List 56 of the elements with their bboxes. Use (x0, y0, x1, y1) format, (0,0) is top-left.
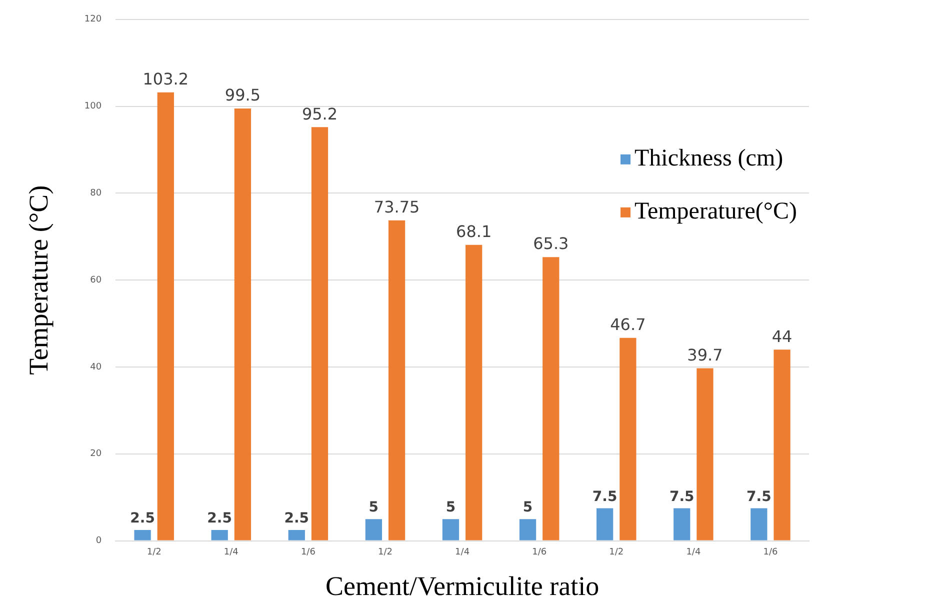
data-label: 65.3 (533, 234, 569, 254)
bar (542, 257, 560, 540)
y-tick-label: 0 (96, 536, 102, 546)
x-tick-label: 1/6 (532, 548, 547, 558)
data-label: 7.5 (746, 488, 772, 505)
data-label: 5 (368, 500, 379, 516)
data-label: 7.5 (592, 488, 618, 505)
bar (674, 508, 690, 540)
bar (157, 92, 174, 540)
y-tick-label: 100 (84, 102, 102, 112)
y-axis-title: Temperature (°C) (23, 185, 54, 375)
y-tick-label: 40 (90, 362, 102, 372)
data-label: 2.5 (284, 510, 310, 527)
bar (519, 519, 536, 540)
data-label: 5 (522, 500, 533, 516)
x-tick-label: 1/2 (609, 548, 624, 558)
x-tick-label: 1/4 (455, 548, 470, 558)
y-tick-label: 120 (84, 14, 102, 25)
bar (750, 508, 768, 540)
data-label: 103.2 (142, 70, 189, 89)
x-tick-label: 1/2 (146, 548, 162, 558)
bar (365, 519, 382, 540)
x-tick-label: 1/6 (763, 548, 778, 558)
y-tick-label: 60 (90, 275, 102, 286)
bar (288, 530, 305, 540)
legend-label: Thickness (cm) (634, 146, 784, 172)
bar (696, 368, 714, 540)
data-label: 39.7 (687, 345, 723, 364)
data-label: 95.2 (302, 104, 338, 124)
bar (388, 220, 406, 540)
data-label: 2.5 (130, 510, 155, 527)
x-tick-label: 1/2 (378, 548, 392, 558)
legend-label: Temperature(°C) (634, 198, 798, 225)
data-label: 7.5 (669, 488, 694, 505)
data-label: 5 (446, 500, 456, 516)
bar (620, 338, 636, 540)
data-label: 44 (772, 326, 792, 346)
bar (774, 350, 790, 540)
data-label: 2.5 (207, 510, 232, 527)
y-tick-label: 80 (90, 188, 102, 199)
bar (466, 244, 482, 540)
bar (134, 530, 151, 540)
x-tick-label: 1/4 (686, 548, 701, 558)
data-label: 99.5 (224, 86, 261, 105)
bar (596, 508, 614, 540)
bar (442, 519, 460, 540)
bar (234, 108, 252, 540)
y-tick-label: 20 (90, 449, 102, 460)
x-tick-label: 1/4 (224, 548, 239, 558)
data-label: 73.75 (374, 198, 420, 217)
bar (211, 530, 228, 540)
x-axis-title: Cement/Vermiculite ratio (325, 570, 600, 601)
data-label: 46.7 (610, 315, 646, 334)
data-label: 68.1 (456, 222, 492, 242)
bar (311, 127, 328, 540)
x-tick-label: 1/6 (300, 548, 316, 558)
